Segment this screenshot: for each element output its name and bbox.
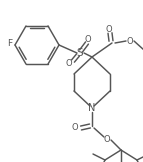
Text: O: O: [85, 35, 91, 45]
Text: S: S: [77, 48, 83, 58]
Text: O: O: [106, 24, 112, 34]
Text: N: N: [88, 103, 96, 113]
Text: F: F: [7, 40, 12, 48]
Text: O: O: [66, 59, 72, 69]
Text: O: O: [72, 123, 78, 133]
Text: O: O: [104, 135, 110, 145]
Text: O: O: [127, 36, 133, 46]
